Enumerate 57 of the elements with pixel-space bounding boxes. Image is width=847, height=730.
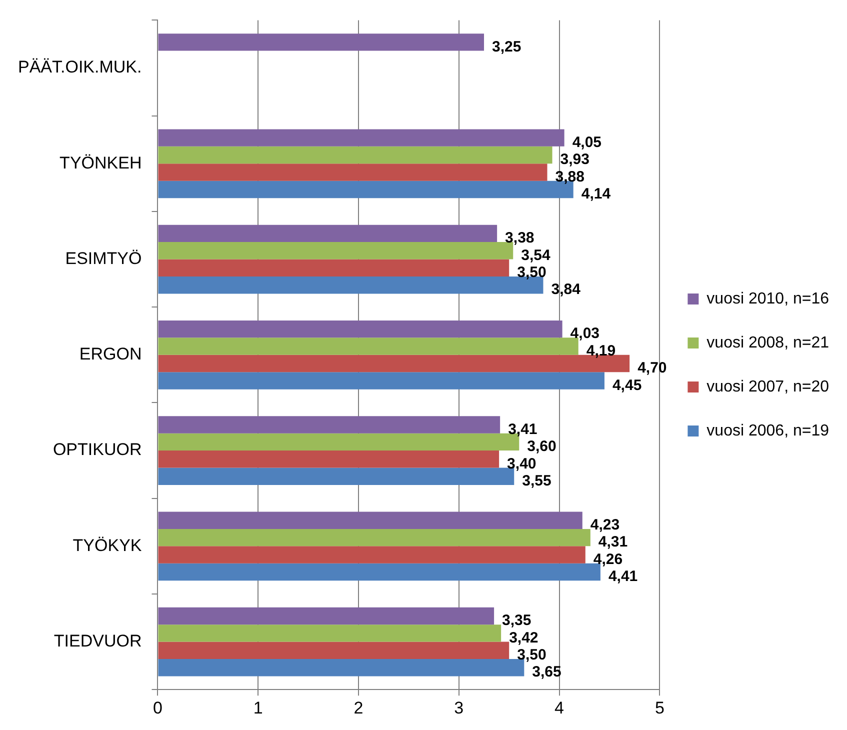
bar [158,372,604,390]
bar [158,528,590,546]
bar [158,546,586,564]
data-label: 3,35 [502,612,532,630]
bar [158,320,562,338]
x-tick-label: 2 [354,698,364,718]
legend-label: vuosi 2007, n=20 [706,378,830,396]
data-label: 4,23 [590,516,620,534]
bar [158,512,582,529]
bar [158,146,552,164]
data-label: 4,45 [612,376,642,394]
x-tick-label: 1 [253,698,263,718]
bar [158,642,510,659]
data-label: 3,55 [522,472,552,490]
data-label: 3,54 [521,246,551,264]
data-label: 3,41 [508,420,538,438]
x-tick-label: 0 [153,698,162,718]
data-label: 4,26 [593,550,623,568]
x-tick-label: 3 [454,698,464,718]
bar [158,34,484,51]
data-label: 4,05 [572,134,602,151]
data-label: 4,41 [608,568,638,586]
bar [158,224,498,242]
data-label: 3,88 [555,168,584,186]
legend-label: vuosi 2010, n=16 [706,290,830,308]
data-label: 3,25 [492,38,522,56]
data-label: 3,50 [517,646,546,664]
data-label: 3,93 [560,151,590,168]
x-tick-label: 5 [654,698,664,718]
data-label: 3,65 [532,664,562,681]
bar [158,129,564,146]
data-label: 4,14 [581,186,612,203]
y-tick-label: TYÖNKEH [60,153,142,172]
data-label: 3,40 [507,455,536,472]
y-tick-label: OPTIKUOR [52,440,142,460]
bar [158,416,500,434]
y-tick-label: TYÖKYK [72,536,142,555]
bar [158,450,500,468]
y-tick-label: ESIMTYÖ [65,248,142,268]
bar [158,607,494,625]
y-tick-label: PÄÄT.OIK.MUK. [18,58,142,77]
bar [158,259,510,276]
data-label: 4,03 [570,325,600,342]
data-label: 4,31 [598,534,628,551]
bar [158,164,548,181]
legend-label: vuosi 2006, n=19 [706,422,830,440]
data-label: 4,70 [638,360,667,377]
legend-label: vuosi 2008, n=21 [706,334,830,352]
data-label: 4,19 [586,342,616,360]
data-label: 3,60 [527,438,556,456]
x-tick-label: 4 [554,698,564,718]
data-label: 3,84 [551,281,582,298]
y-tick-label: ERGON [79,344,142,364]
y-tick-label: TIEDVUOR [54,631,142,650]
bar [158,624,502,642]
data-label: 3,42 [509,629,538,646]
data-label: 3,38 [505,230,534,247]
